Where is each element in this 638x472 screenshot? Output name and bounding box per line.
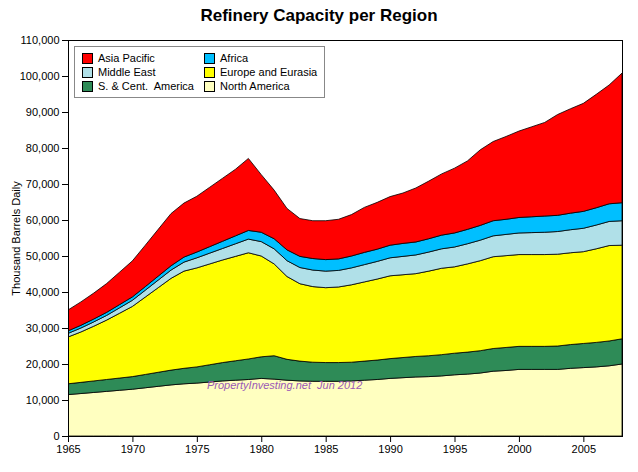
svg-text:1965: 1965 <box>56 443 80 455</box>
html-text:Middle East: Middle East <box>98 66 156 78</box>
html-text:North America: North America <box>220 80 290 92</box>
html-text:Africa: Africa <box>220 52 249 64</box>
svg-text:PropertyInvesting.net Jun 201: PropertyInvesting.net Jun 2012 <box>207 379 362 391</box>
svg-text:90,000: 90,000 <box>26 106 60 118</box>
html-text:Europe and Eurasia: Europe and Eurasia <box>220 66 318 78</box>
svg-text:1990: 1990 <box>378 443 402 455</box>
html-text:Asia Pacific: Asia Pacific <box>98 52 155 64</box>
svg-text:50,000: 50,000 <box>26 250 60 262</box>
svg-text:20,000: 20,000 <box>26 358 60 370</box>
svg-text:2005: 2005 <box>572 443 596 455</box>
svg-text:80,000: 80,000 <box>26 142 60 154</box>
svg-text:1970: 1970 <box>121 443 145 455</box>
svg-text:0: 0 <box>53 430 59 442</box>
svg-text:1985: 1985 <box>314 443 338 455</box>
html-text:S. & Cent. America: S. & Cent. America <box>98 80 194 92</box>
svg-text:10,000: 10,000 <box>26 394 60 406</box>
svg-text:30,000: 30,000 <box>26 322 60 334</box>
svg-text:2000: 2000 <box>507 443 531 455</box>
svg-text:40,000: 40,000 <box>26 286 60 298</box>
svg-text:100,000: 100,000 <box>20 70 60 82</box>
svg-text:1995: 1995 <box>443 443 467 455</box>
svg-text:110,000: 110,000 <box>21 34 60 46</box>
svg-text:60,000: 60,000 <box>26 214 60 226</box>
svg-text:1980: 1980 <box>250 443 274 455</box>
svg-text:1975: 1975 <box>185 443 209 455</box>
svg-text:70,000: 70,000 <box>26 178 60 190</box>
svg-text:Thousand Barrels Daily: Thousand Barrels Daily <box>10 181 22 296</box>
html-text:Refinery Capacity per Region: Refinery Capacity per Region <box>200 6 438 25</box>
